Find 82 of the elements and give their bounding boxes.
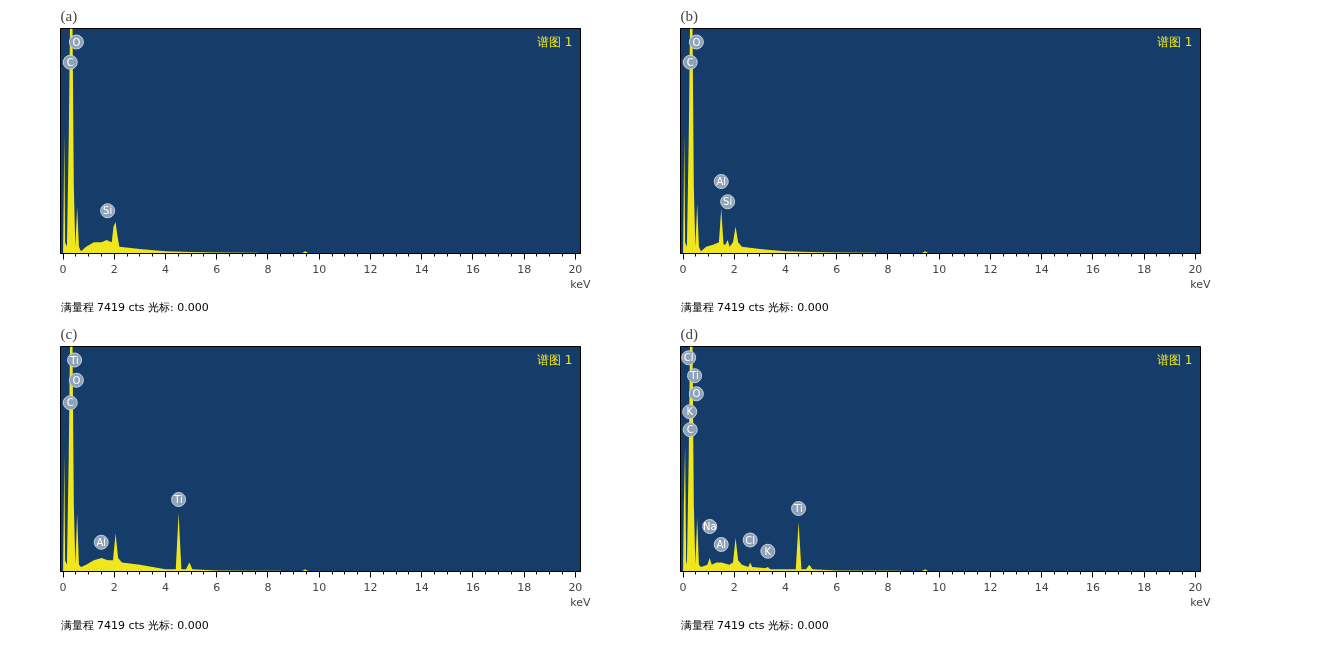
x-tick-label: 2	[730, 262, 738, 276]
text: 谱图 1	[537, 34, 573, 49]
x-tick-label: 8	[884, 580, 892, 594]
x-tick-label: 20	[1188, 580, 1203, 594]
x-axis-title: keV	[1190, 277, 1212, 291]
x-tick-label: 2	[110, 262, 118, 276]
x-tick-label: 4	[162, 580, 170, 594]
annotation: C	[686, 424, 694, 436]
x-tick-label: 10	[932, 262, 947, 276]
x-tick-label: 0	[679, 580, 687, 594]
annotation: C	[66, 56, 74, 68]
text: 满量程 7419 cts 光标: 0.000	[60, 300, 209, 314]
x-tick-label: 16	[465, 262, 480, 276]
x-tick-label: 6	[833, 580, 841, 594]
text: 满量程 7419 cts 光标: 0.000	[60, 618, 209, 632]
x-tick-label: 20	[1188, 262, 1203, 276]
x-tick-label: 6	[833, 262, 841, 276]
x-tick-label: 18	[1137, 580, 1152, 594]
x-tick-label: 10	[312, 580, 327, 594]
x-tick-label: 10	[312, 262, 327, 276]
x-tick-label: 0	[679, 262, 687, 276]
annotation: Ti	[69, 354, 79, 366]
x-tick-label: 2	[730, 580, 738, 594]
x-tick-label: 16	[1085, 262, 1100, 276]
x-tick-label: 14	[414, 580, 429, 594]
annotation: Al	[716, 176, 727, 187]
annotation: Ti	[689, 370, 699, 382]
x-tick-label: 12	[983, 580, 998, 594]
x-axis-title: keV	[1190, 595, 1212, 609]
annotation: O	[692, 388, 701, 400]
chart-title: (b)	[680, 7, 698, 25]
x-tick-label: 4	[782, 262, 790, 276]
x-tick-label: 12	[363, 580, 378, 594]
x-tick-label: 4	[782, 580, 790, 594]
annotation: Cl	[745, 534, 756, 546]
annotation: C	[66, 397, 74, 409]
text: 谱图 1	[1157, 352, 1193, 367]
annotation: C	[686, 56, 694, 68]
text: 满量程 7419 cts 光标: 0.000	[680, 300, 829, 314]
x-axis-title: keV	[570, 595, 592, 609]
x-tick-label: 6	[213, 580, 221, 594]
x-tick-label: 12	[983, 262, 998, 276]
x-tick-label: 8	[264, 262, 272, 276]
annotation: Ti	[173, 494, 183, 505]
chart-title: (c)	[60, 325, 78, 343]
x-tick-label: 14	[1034, 262, 1049, 276]
annotation: K	[764, 545, 772, 557]
annotation: O	[72, 374, 81, 386]
x-tick-label: 20	[568, 262, 583, 276]
annotation: Al	[716, 539, 727, 550]
annotation: O	[692, 36, 701, 48]
text: 谱图 1	[537, 352, 573, 367]
chart-title: (d)	[680, 325, 698, 343]
x-tick-label: 16	[1085, 580, 1100, 594]
x-tick-label: 18	[1137, 262, 1152, 276]
text: 谱图 1	[1157, 34, 1193, 49]
x-tick-label: 14	[414, 262, 429, 276]
annotation: Na	[702, 521, 717, 532]
x-tick-label: 4	[162, 262, 170, 276]
x-tick-label: 12	[363, 262, 378, 276]
x-tick-label: 0	[59, 580, 67, 594]
chart-title: (a)	[60, 7, 78, 25]
x-tick-label: 8	[264, 580, 272, 594]
x-tick-label: 18	[517, 580, 532, 594]
x-tick-label: 8	[884, 262, 892, 276]
annotation: Ti	[793, 503, 803, 514]
annotation: K	[686, 406, 694, 418]
x-tick-label: 6	[213, 262, 221, 276]
x-tick-label: 20	[568, 580, 583, 594]
x-tick-label: 16	[465, 580, 480, 594]
x-tick-label: 18	[517, 262, 532, 276]
x-tick-label: 14	[1034, 580, 1049, 594]
annotation: O	[72, 36, 81, 48]
annotation: Cl	[683, 352, 694, 364]
text: 满量程 7419 cts 光标: 0.000	[680, 618, 829, 632]
x-axis-title: keV	[570, 277, 592, 291]
annotation: Al	[96, 536, 107, 548]
x-tick-label: 10	[932, 580, 947, 594]
x-tick-label: 2	[110, 580, 118, 594]
x-tick-label: 0	[59, 262, 67, 276]
annotation: Si	[103, 205, 113, 217]
annotation: Si	[723, 196, 733, 208]
